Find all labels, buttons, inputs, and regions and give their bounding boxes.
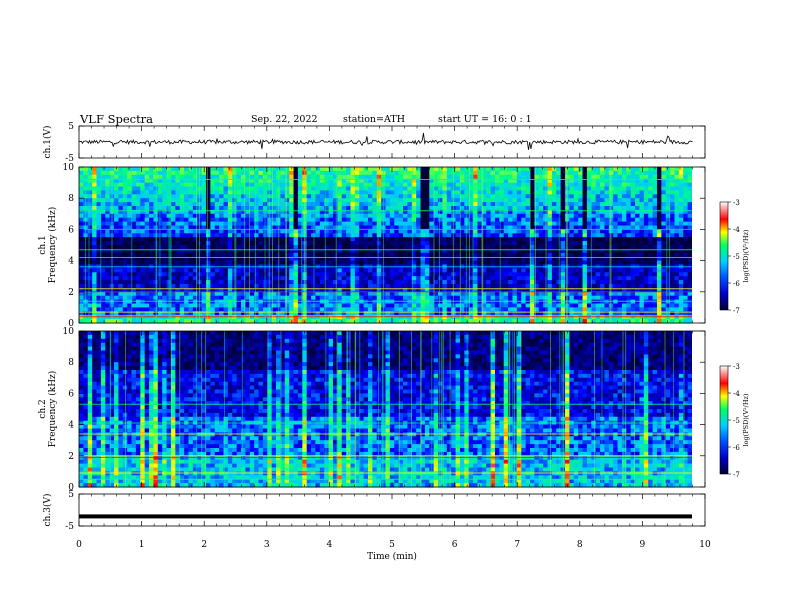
ch1-spectrogram-ylabel: ch.1	[38, 235, 48, 254]
ch1-spectrogram-ytick-label: 8	[68, 194, 74, 204]
ch2-spectrogram-colorbar-tick: -7	[733, 471, 740, 479]
ch3-waveform-ytick-label: 5	[68, 490, 74, 500]
x-tick-label: 1	[139, 540, 145, 550]
ch2-spectrogram-ylabel: ch.2	[38, 399, 48, 418]
x-tick-label: 10	[699, 540, 711, 550]
ch1-spectrogram-ytick-label: 10	[63, 163, 75, 173]
ch1-spectrogram-ylabel: Frequency (kHz)	[47, 207, 58, 284]
ch2-spectrogram-colorbar	[719, 365, 729, 475]
ch2-spectrogram-ylabel: Frequency (kHz)	[47, 371, 58, 448]
ch2-spectrogram-ytick-label: 8	[68, 358, 74, 368]
figure-title: VLF Spectra	[80, 112, 154, 126]
ch1-spectrogram-colorbar-tick: -3	[733, 199, 740, 207]
ch2-spectrogram-ytick-label: 2	[68, 452, 74, 462]
ch2-spectrogram-colorbar-label: log(PSD)(V²/Hz)	[742, 393, 750, 446]
ch2-spectrogram-ytick-label: 0	[68, 483, 74, 493]
ch1-waveform-ylabel: ch.1(V)	[42, 126, 53, 159]
ch1-spectrogram-colorbar-tick: -5	[733, 253, 740, 261]
x-axis-label: Time (min)	[367, 551, 417, 562]
x-tick-label: 9	[640, 540, 646, 550]
ch1-waveform-series	[78, 132, 693, 150]
ch1-spectrogram-colorbar-label: log(PSD)(V²/Hz)	[742, 229, 750, 282]
x-tick-label: 5	[389, 540, 395, 550]
ch1-spectrogram-ytick-label: 6	[68, 225, 74, 235]
ch2-spectrogram-colorbar-tick: -5	[733, 417, 740, 425]
ch2-spectrogram-colorbar-tick: -3	[733, 363, 740, 371]
ch1-spectrogram-colorbar-tick: -6	[733, 280, 740, 288]
ch2-spectrogram-ytick-label: 10	[63, 327, 75, 337]
ch2-spectrogram-ytick-label: 6	[68, 389, 74, 399]
x-tick-label: 7	[514, 540, 520, 550]
ch2-spectrogram-ytick-label: 4	[68, 421, 74, 431]
ch3-waveform-ytick-label: -5	[65, 522, 74, 532]
spectrogram-ch1-image	[79, 167, 705, 324]
ch1-spectrogram-colorbar	[719, 201, 729, 311]
ch2-spectrogram-colorbar-tick: -4	[733, 390, 740, 398]
ch1-spectrogram-colorbar-tick: -7	[733, 307, 740, 315]
x-tick-label: 3	[264, 540, 270, 550]
ch1-spectrogram-colorbar-tick: -4	[733, 226, 740, 234]
x-tick-label: 2	[201, 540, 207, 550]
x-tick-label: 6	[452, 540, 458, 550]
ch1-waveform-ytick-label: -5	[65, 154, 74, 164]
ch3-waveform-ylabel: ch.3(V)	[42, 494, 53, 527]
ch2-spectrogram-colorbar-tick: -6	[733, 444, 740, 452]
ch3-waveform-series	[79, 514, 692, 519]
ch1-spectrogram-ytick-label: 2	[68, 288, 74, 298]
station-label: station=ATH	[343, 114, 405, 125]
ch1-spectrogram-ytick-label: 4	[68, 257, 74, 267]
x-tick-label: 0	[76, 540, 82, 550]
x-tick-label: 4	[327, 540, 333, 550]
spectrogram-ch2-image	[79, 331, 705, 488]
ch1-spectrogram-ytick-label: 0	[68, 319, 74, 329]
start-time-label: start UT = 16: 0 : 1	[438, 114, 532, 125]
x-tick-label: 8	[577, 540, 583, 550]
date-label: Sep. 22, 2022	[251, 114, 318, 125]
ch1-waveform-ytick-label: 5	[68, 122, 74, 132]
